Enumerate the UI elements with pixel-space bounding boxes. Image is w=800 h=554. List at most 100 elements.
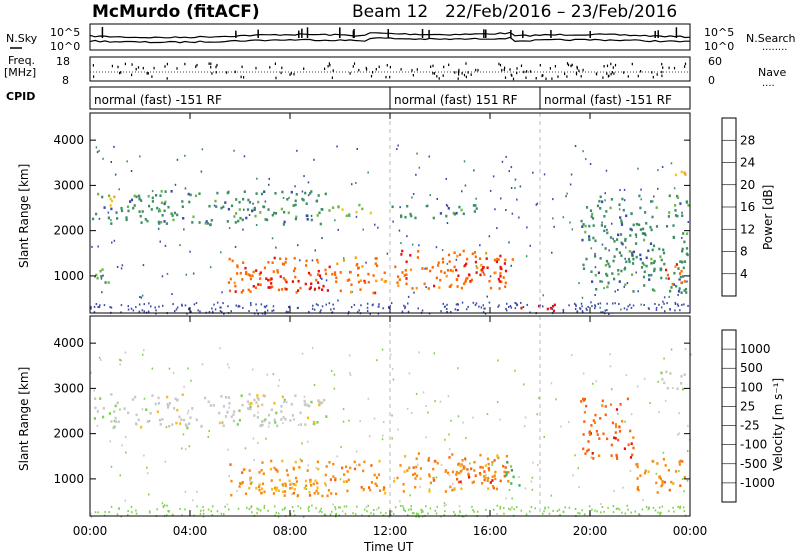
echo-cell	[441, 257, 444, 261]
nsky-label: N.Sky	[6, 32, 38, 45]
echo-cell	[257, 200, 260, 204]
echo-cell	[107, 216, 111, 220]
echo-cell	[107, 211, 110, 214]
echo-cell	[209, 266, 212, 269]
echo-cell	[324, 514, 327, 517]
echo-cell	[246, 208, 250, 211]
echo-cell	[289, 419, 292, 422]
echo-cell	[316, 460, 319, 464]
echo-cell	[267, 509, 269, 512]
echo-cell	[140, 425, 143, 429]
frequency-mark	[501, 68, 503, 72]
echo-cell	[479, 273, 482, 277]
echo-cell	[238, 200, 241, 204]
echo-cell	[138, 194, 141, 198]
echo-cell	[284, 261, 287, 264]
echo-cell	[658, 303, 660, 306]
echo-cell	[583, 513, 586, 516]
echo-cell	[653, 289, 656, 292]
echo-cell	[328, 265, 331, 269]
echo-cell	[385, 512, 387, 515]
frequency-mark	[454, 71, 456, 74]
echo-cell	[606, 302, 608, 305]
echo-cell	[625, 260, 628, 264]
echo-cell	[524, 487, 527, 490]
echo-cell	[280, 418, 283, 421]
frequency-mark	[520, 64, 523, 67]
echo-cell	[99, 397, 102, 400]
echo-cell	[624, 420, 626, 423]
echo-cell	[486, 457, 490, 461]
echo-cell	[585, 206, 589, 209]
echo-cell	[624, 283, 627, 286]
echo-cell	[259, 424, 263, 427]
echo-cell	[282, 416, 285, 419]
echo-cell	[456, 477, 459, 481]
echo-cell	[276, 269, 279, 272]
echo-cell	[256, 177, 258, 180]
echo-cell	[367, 504, 369, 507]
echo-cell	[464, 280, 467, 284]
echo-cell	[338, 506, 340, 509]
echo-cell	[541, 512, 544, 515]
echo-cell	[289, 512, 292, 515]
echo-cell	[182, 217, 185, 220]
echo-cell	[674, 301, 677, 304]
echo-cell	[397, 428, 399, 431]
echo-cell	[337, 299, 339, 302]
echo-cell	[304, 423, 307, 426]
frequency-mark	[411, 69, 413, 72]
echo-cell	[594, 307, 596, 310]
echo-cell	[548, 512, 551, 515]
echo-cell	[261, 461, 264, 464]
echo-cell	[516, 303, 519, 306]
frequency-marks	[90, 62, 690, 81]
echo-cell	[183, 228, 185, 231]
echo-cell	[245, 272, 248, 276]
echo-cell	[679, 202, 682, 205]
echo-cell	[439, 400, 442, 403]
echo-cell	[273, 211, 276, 215]
frequency-mark	[146, 72, 148, 75]
echo-cell	[171, 214, 174, 217]
echo-cell	[513, 508, 515, 511]
echo-cell	[261, 312, 264, 315]
frequency-mark	[389, 75, 391, 79]
echo-cell	[312, 420, 316, 424]
echo-cell	[373, 473, 376, 477]
echo-cell	[114, 420, 117, 423]
echo-cell	[429, 507, 432, 510]
echo-cell	[334, 477, 337, 480]
echo-cell	[161, 275, 164, 278]
echo-cell	[484, 464, 487, 467]
echo-cell	[637, 290, 639, 293]
echo-cell	[175, 421, 178, 425]
echo-cell	[271, 309, 273, 312]
frequency-mark	[576, 67, 578, 70]
frequency-mark	[684, 65, 686, 68]
echo-cell	[501, 160, 504, 163]
echo-cell	[460, 469, 463, 473]
echo-cell	[198, 221, 201, 224]
echo-cell	[464, 457, 467, 461]
echo-cell	[668, 295, 670, 298]
frequency-mark	[661, 74, 663, 78]
echo-cell	[327, 489, 330, 492]
echo-cell	[233, 149, 235, 152]
echo-cell	[349, 371, 351, 374]
echo-cell	[503, 507, 505, 509]
echo-cell	[300, 459, 303, 463]
echo-cell	[211, 513, 214, 516]
echo-cell	[592, 419, 595, 422]
echo-cell	[603, 229, 606, 233]
echo-cell	[614, 290, 616, 293]
echo-cell	[156, 410, 159, 414]
echo-cell	[590, 215, 593, 218]
colorbar-tick-label: 1000	[740, 342, 771, 356]
echo-cell	[261, 403, 264, 407]
echo-cell	[130, 505, 133, 508]
echo-cell	[361, 265, 364, 268]
frequency-mark	[554, 65, 556, 68]
echo-cell	[185, 273, 187, 276]
